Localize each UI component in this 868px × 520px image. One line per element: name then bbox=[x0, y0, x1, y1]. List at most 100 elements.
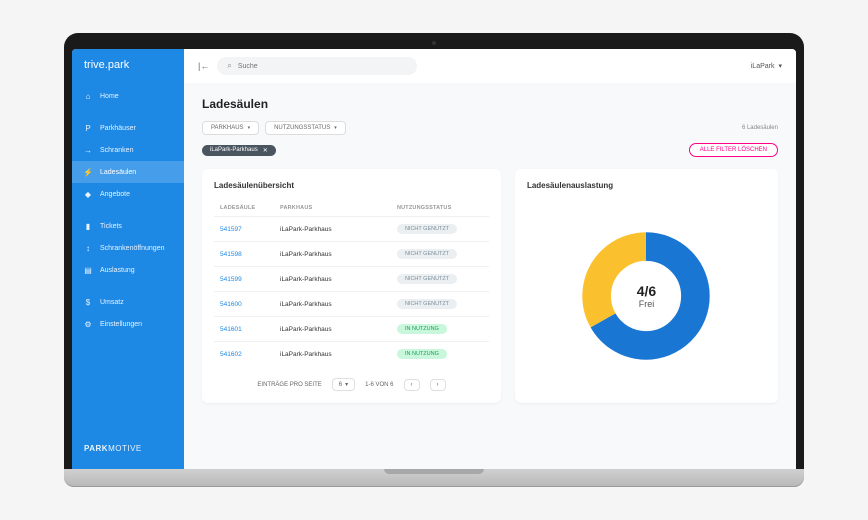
nav-icon: $ bbox=[84, 298, 92, 306]
sidebar-item-home[interactable]: ⌂ Home bbox=[72, 85, 184, 107]
table-panel: Ladesäulenübersicht LADESÄULE PARKHAUS N… bbox=[202, 169, 501, 403]
status-badge: NICHT GENUTZT bbox=[397, 299, 457, 309]
donut-label: Frei bbox=[639, 299, 655, 309]
col-ladesaule: LADESÄULE bbox=[220, 205, 280, 211]
status-badge: IN NUTZUNG bbox=[397, 349, 447, 359]
chevron-down-icon: ▾ bbox=[334, 125, 337, 131]
filter-nutzungsstatus[interactable]: NUTZUNGSSTATUS▾ bbox=[265, 121, 346, 135]
nav-icon: → bbox=[84, 146, 92, 154]
col-parkhaus: PARKHAUS bbox=[280, 205, 397, 211]
table-row: 541597iLaPark-ParkhausNICHT GENUTZT bbox=[214, 216, 489, 241]
per-page-select[interactable]: 6▾ bbox=[332, 378, 355, 391]
sidebar-item-angebote[interactable]: ◆ Angebote bbox=[72, 183, 184, 205]
search-icon: ⌕ bbox=[227, 61, 231, 71]
status-badge: IN NUTZUNG bbox=[397, 324, 447, 334]
next-page-button[interactable]: › bbox=[430, 379, 446, 391]
page-range: 1-6 VON 6 bbox=[365, 382, 393, 388]
nav-icon: P bbox=[84, 124, 92, 132]
row-parkhaus: iLaPark-Parkhaus bbox=[280, 326, 397, 333]
row-id-link[interactable]: 541598 bbox=[220, 251, 280, 258]
donut-panel: Ladesäulenauslastung 4/6 Frei bbox=[515, 169, 778, 403]
topbar: |← ⌕ iLaPark▾ bbox=[184, 49, 796, 83]
page-title: Ladesäulen bbox=[202, 97, 778, 111]
search-input-wrap[interactable]: ⌕ bbox=[217, 57, 417, 75]
result-count: 6 Ladesäulen bbox=[742, 125, 778, 131]
sidebar-item-schranken-ffnungen[interactable]: ↕ Schrankenöffnungen bbox=[72, 237, 184, 259]
footer-brand: PARKMOTIVE bbox=[72, 444, 184, 459]
table-title: Ladesäulenübersicht bbox=[214, 181, 489, 190]
sidebar-item-label: Schrankenöffnungen bbox=[100, 245, 164, 252]
chevron-down-icon: ▾ bbox=[248, 125, 251, 131]
sidebar-item-label: Parkhäuser bbox=[100, 125, 136, 132]
pagination: EINTRÄGE PRO SEITE 6▾ 1-6 VON 6 ‹ › bbox=[214, 378, 489, 391]
row-status: NICHT GENUTZT bbox=[397, 274, 483, 284]
sidebar-item-label: Auslastung bbox=[100, 267, 135, 274]
donut-value: 4/6 bbox=[637, 283, 656, 299]
nav-icon: ⌂ bbox=[84, 92, 92, 100]
sidebar-item-label: Home bbox=[100, 93, 119, 100]
nav-icon: ⚙ bbox=[84, 320, 92, 328]
sidebar-item-tickets[interactable]: ▮ Tickets bbox=[72, 215, 184, 237]
sidebar-collapse-button[interactable]: |← bbox=[198, 61, 209, 71]
row-id-link[interactable]: 541599 bbox=[220, 276, 280, 283]
nav-icon: ▮ bbox=[84, 222, 92, 230]
nav-icon: ◆ bbox=[84, 190, 92, 198]
row-status: IN NUTZUNG bbox=[397, 349, 483, 359]
donut-title: Ladesäulenauslastung bbox=[527, 181, 766, 190]
search-input[interactable] bbox=[238, 63, 408, 70]
row-status: NICHT GENUTZT bbox=[397, 249, 483, 259]
status-badge: NICHT GENUTZT bbox=[397, 224, 457, 234]
status-badge: NICHT GENUTZT bbox=[397, 249, 457, 259]
filter-chip[interactable]: iLaPark-Parkhaus ✕ bbox=[202, 145, 276, 156]
row-parkhaus: iLaPark-Parkhaus bbox=[280, 276, 397, 283]
brand-logo: trive.park bbox=[72, 59, 184, 85]
sidebar-item-label: Einstellungen bbox=[100, 321, 142, 328]
sidebar: trive.park ⌂ Home P Parkhäuser → Schranken ⚡ La… bbox=[72, 49, 184, 469]
filter-row: PARKHAUS▾ NUTZUNGSSTATUS▾ 6 Ladesäulen bbox=[202, 121, 778, 135]
sidebar-item-auslastung[interactable]: ▤ Auslastung bbox=[72, 259, 184, 281]
sidebar-item-label: Ladesäulen bbox=[100, 169, 136, 176]
table-row: 541599iLaPark-ParkhausNICHT GENUTZT bbox=[214, 266, 489, 291]
clear-all-filters-button[interactable]: ALLE FILTER LÖSCHEN bbox=[689, 143, 778, 157]
sidebar-item-umsatz[interactable]: $ Umsatz bbox=[72, 291, 184, 313]
nav-icon: ▤ bbox=[84, 266, 92, 274]
row-id-link[interactable]: 541600 bbox=[220, 301, 280, 308]
col-nutzungsstatus: NUTZUNGSSTATUS bbox=[397, 205, 483, 211]
row-status: NICHT GENUTZT bbox=[397, 299, 483, 309]
sidebar-item-schranken[interactable]: → Schranken bbox=[72, 139, 184, 161]
table-row: 541601iLaPark-ParkhausIN NUTZUNG bbox=[214, 316, 489, 341]
sidebar-item-label: Umsatz bbox=[100, 299, 124, 306]
row-parkhaus: iLaPark-Parkhaus bbox=[280, 351, 397, 358]
filter-parkhaus[interactable]: PARKHAUS▾ bbox=[202, 121, 259, 135]
sidebar-item-label: Tickets bbox=[100, 223, 122, 230]
table-row: 541598iLaPark-ParkhausNICHT GENUTZT bbox=[214, 241, 489, 266]
sidebar-item-parkh-user[interactable]: P Parkhäuser bbox=[72, 117, 184, 139]
table-header: LADESÄULE PARKHAUS NUTZUNGSSTATUS bbox=[214, 200, 489, 216]
sidebar-item-label: Schranken bbox=[100, 147, 133, 154]
row-id-link[interactable]: 541597 bbox=[220, 226, 280, 233]
active-filters-row: iLaPark-Parkhaus ✕ ALLE FILTER LÖSCHEN bbox=[202, 143, 778, 157]
status-badge: NICHT GENUTZT bbox=[397, 274, 457, 284]
nav-icon: ⚡ bbox=[84, 168, 92, 176]
row-status: IN NUTZUNG bbox=[397, 324, 483, 334]
sidebar-item-einstellungen[interactable]: ⚙ Einstellungen bbox=[72, 313, 184, 335]
prev-page-button[interactable]: ‹ bbox=[404, 379, 420, 391]
row-id-link[interactable]: 541602 bbox=[220, 351, 280, 358]
row-status: NICHT GENUTZT bbox=[397, 224, 483, 234]
chevron-down-icon: ▾ bbox=[778, 62, 782, 70]
row-id-link[interactable]: 541601 bbox=[220, 326, 280, 333]
row-parkhaus: iLaPark-Parkhaus bbox=[280, 251, 397, 258]
per-page-label: EINTRÄGE PRO SEITE bbox=[257, 382, 321, 388]
sidebar-item-lades-ulen[interactable]: ⚡ Ladesäulen bbox=[72, 161, 184, 183]
table-row: 541600iLaPark-ParkhausNICHT GENUTZT bbox=[214, 291, 489, 316]
close-icon[interactable]: ✕ bbox=[263, 147, 268, 154]
tenant-select[interactable]: iLaPark▾ bbox=[751, 62, 782, 70]
row-parkhaus: iLaPark-Parkhaus bbox=[280, 226, 397, 233]
table-row: 541602iLaPark-ParkhausIN NUTZUNG bbox=[214, 341, 489, 366]
chevron-down-icon: ▾ bbox=[345, 381, 348, 388]
content: Ladesäulen PARKHAUS▾ NUTZUNGSSTATUS▾ 6 L… bbox=[184, 83, 796, 469]
nav-icon: ↕ bbox=[84, 244, 92, 252]
row-parkhaus: iLaPark-Parkhaus bbox=[280, 301, 397, 308]
donut-chart: 4/6 Frei bbox=[581, 231, 711, 361]
sidebar-item-label: Angebote bbox=[100, 191, 130, 198]
